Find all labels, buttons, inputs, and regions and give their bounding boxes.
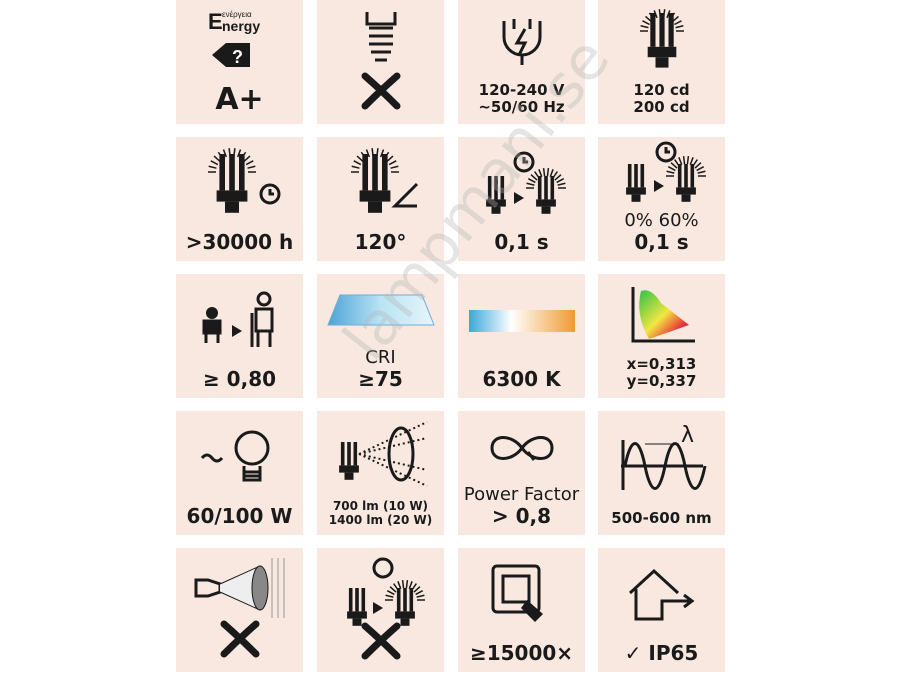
aging-icon bbox=[176, 274, 303, 368]
warm-up-60-icon bbox=[598, 137, 725, 211]
warm-up-time-icon bbox=[458, 137, 585, 231]
svg-text:nergy: nergy bbox=[222, 18, 260, 34]
tile-label: ✓ IP65 bbox=[624, 641, 699, 665]
spec-tile: 60/100 W bbox=[176, 411, 303, 535]
tile-label-2: y=0,337 bbox=[626, 372, 697, 390]
cfl-bulb-icon bbox=[598, 0, 725, 82]
color-temperature-bar-icon bbox=[458, 274, 585, 368]
bulb-socket-icon bbox=[317, 0, 444, 116]
tile-label: 120-240 V bbox=[478, 81, 565, 99]
tile-label: >30000 h bbox=[185, 230, 294, 254]
svg-text:E: E bbox=[208, 9, 223, 34]
chromaticity-diagram-icon bbox=[598, 274, 725, 356]
tile-label: x=0,313 bbox=[626, 355, 697, 373]
spec-tile: ≥ 0,80 bbox=[176, 274, 303, 398]
tile-label: 120 cd bbox=[633, 81, 690, 99]
spec-tile: 0% 60% 0,1 s bbox=[598, 137, 725, 261]
spec-tile: 120-240 V ~50/60 Hz bbox=[458, 0, 585, 124]
spec-tile: 0,1 s bbox=[458, 137, 585, 261]
tile-label: ≥ 0,80 bbox=[202, 367, 277, 391]
spotlight-icon bbox=[176, 548, 303, 664]
spec-tile: >30000 h bbox=[176, 137, 303, 261]
spec-tile: ✓ IP65 bbox=[598, 548, 725, 672]
power-factor-icon bbox=[458, 411, 585, 485]
spec-tile: 6300 K bbox=[458, 274, 585, 398]
tile-label: ≥15000× bbox=[469, 641, 574, 665]
tile-label: 60/100 W bbox=[186, 504, 293, 528]
tile-sublabel: Power Factor bbox=[463, 484, 580, 505]
svg-text:?: ? bbox=[232, 47, 243, 67]
incandescent-equivalent-icon bbox=[176, 411, 303, 505]
svg-text:ενέργεια: ενέργεια bbox=[222, 10, 252, 19]
tile-label: 6300 K bbox=[482, 367, 561, 391]
dimmable-icon bbox=[317, 548, 444, 664]
wavelength-icon: λ bbox=[598, 411, 725, 510]
tile-sublabel: 0% 60% bbox=[624, 210, 699, 231]
tile-label-2: ~50/60 Hz bbox=[478, 98, 565, 116]
spec-tile: x=0,313 y=0,337 bbox=[598, 274, 725, 398]
tile-label: > 0,8 bbox=[491, 504, 552, 528]
tile-label: 0,1 s bbox=[634, 230, 689, 254]
spec-tile bbox=[176, 548, 303, 672]
tile-label: 0,1 s bbox=[494, 230, 549, 254]
tile-label-2: 200 cd bbox=[633, 98, 690, 116]
tile-label: A+ bbox=[215, 82, 264, 117]
spec-tile: Power Factor > 0,8 bbox=[458, 411, 585, 535]
spec-tile: 120° bbox=[317, 137, 444, 261]
spec-tile: 700 lm (10 W) 1400 lm (20 W) bbox=[317, 411, 444, 535]
spec-tile: λ 500-600 nm bbox=[598, 411, 725, 535]
tile-label: 120° bbox=[354, 230, 407, 254]
lifetime-clock-icon bbox=[176, 137, 303, 231]
spec-tile bbox=[317, 0, 444, 124]
tile-label: ≥75 bbox=[358, 367, 403, 391]
svg-text:λ: λ bbox=[681, 423, 694, 448]
tile-sublabel: CRI bbox=[365, 347, 396, 368]
cri-spectrum-icon bbox=[317, 274, 444, 348]
tile-label: 700 lm (10 W) bbox=[332, 499, 429, 513]
spec-tile: 120 cd 200 cd bbox=[598, 0, 725, 124]
power-plug-icon bbox=[458, 0, 585, 82]
tile-label-2: 1400 lm (20 W) bbox=[328, 513, 433, 527]
switch-cycles-icon bbox=[458, 548, 585, 642]
spec-tile bbox=[317, 548, 444, 672]
outdoor-house-icon bbox=[598, 548, 725, 642]
spec-tile: CRI ≥75 bbox=[317, 274, 444, 398]
tile-label: 500-600 nm bbox=[611, 509, 712, 527]
beam-angle-icon bbox=[317, 137, 444, 231]
luminous-flux-icon bbox=[317, 411, 444, 499]
spec-tile: ≥15000× bbox=[458, 548, 585, 672]
